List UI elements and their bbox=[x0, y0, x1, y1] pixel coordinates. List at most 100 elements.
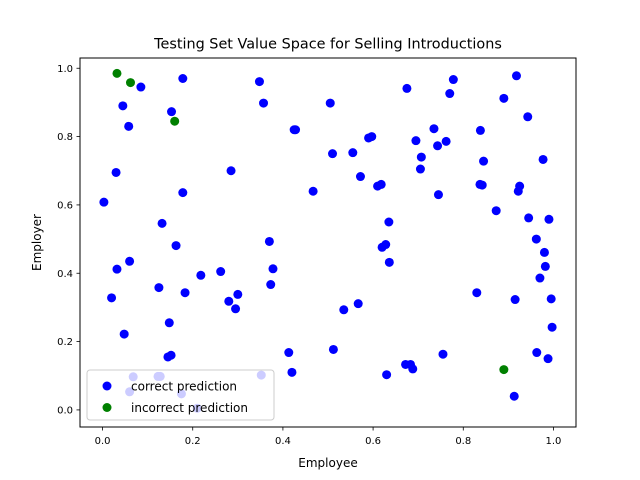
data-point-0-38 bbox=[287, 367, 297, 377]
data-point-0-79 bbox=[509, 391, 519, 401]
data-point-0-33 bbox=[259, 98, 269, 108]
data-point-0-55 bbox=[382, 370, 392, 380]
x-tick-label: 1.0 bbox=[546, 436, 562, 447]
data-point-0-27 bbox=[224, 296, 234, 306]
data-point-0-86 bbox=[531, 234, 541, 244]
data-point-0-92 bbox=[543, 354, 553, 364]
data-point-0-57 bbox=[384, 257, 394, 267]
data-point-0-48 bbox=[355, 172, 365, 182]
data-point-0-69 bbox=[441, 136, 451, 146]
legend-label-incorrect: incorrect prediction bbox=[131, 401, 248, 415]
legend-marker-correct bbox=[102, 381, 112, 391]
data-point-0-59 bbox=[402, 83, 412, 93]
legend: correct prediction incorrect prediction bbox=[86, 369, 275, 421]
data-point-0-94 bbox=[546, 294, 556, 304]
data-point-0-4 bbox=[118, 101, 128, 111]
data-point-0-16 bbox=[164, 318, 174, 328]
data-point-0-45 bbox=[339, 305, 349, 315]
chart-title: Testing Set Value Space for Selling Intr… bbox=[153, 37, 502, 53]
x-tick-label: 0.2 bbox=[185, 436, 201, 447]
data-point-0-63 bbox=[415, 164, 425, 174]
x-axis-label: Employee bbox=[298, 456, 357, 470]
data-point-0-47 bbox=[353, 299, 363, 309]
legend-box bbox=[86, 369, 275, 421]
data-point-0-19 bbox=[171, 241, 181, 251]
data-point-0-81 bbox=[511, 71, 521, 81]
x-tick-label: 0.8 bbox=[455, 436, 471, 447]
data-point-0-28 bbox=[226, 166, 236, 176]
data-point-0-56 bbox=[384, 217, 394, 227]
y-tick-label: 1.0 bbox=[57, 64, 73, 75]
data-point-0-6 bbox=[124, 121, 134, 131]
data-point-0-64 bbox=[416, 152, 426, 162]
x-tick-label: 0.0 bbox=[95, 436, 111, 447]
data-point-0-18 bbox=[167, 107, 177, 117]
data-point-0-78 bbox=[499, 93, 509, 103]
data-point-0-95 bbox=[547, 322, 557, 332]
data-point-0-10 bbox=[136, 82, 146, 92]
legend-marker-incorrect bbox=[102, 403, 112, 412]
data-point-0-35 bbox=[266, 280, 276, 290]
data-point-0-43 bbox=[328, 149, 338, 159]
data-point-1-0 bbox=[112, 68, 122, 78]
data-point-0-50 bbox=[367, 132, 377, 142]
data-point-0-14 bbox=[157, 218, 167, 228]
data-point-0-68 bbox=[438, 349, 448, 359]
data-point-0-62 bbox=[411, 136, 421, 146]
y-tick-label: 0.8 bbox=[57, 132, 73, 143]
y-tick-label: 0.0 bbox=[57, 405, 73, 416]
data-point-0-70 bbox=[445, 89, 455, 99]
x-tick-label: 0.6 bbox=[365, 436, 381, 447]
data-point-0-91 bbox=[540, 261, 550, 271]
data-point-1-3 bbox=[499, 365, 509, 375]
data-point-0-61 bbox=[408, 364, 418, 374]
data-point-0-87 bbox=[532, 348, 542, 358]
data-point-0-80 bbox=[510, 295, 520, 305]
data-point-0-40 bbox=[291, 125, 301, 135]
data-point-0-7 bbox=[125, 256, 135, 266]
data-point-0-31 bbox=[254, 77, 264, 87]
data-point-0-72 bbox=[472, 288, 482, 298]
data-point-0-17 bbox=[166, 350, 176, 360]
data-point-0-88 bbox=[535, 273, 545, 283]
data-point-0-85 bbox=[524, 213, 534, 223]
legend-label-correct: correct prediction bbox=[131, 380, 237, 394]
x-axis: 0.0 0.2 0.4 0.6 0.8 1.0 bbox=[95, 427, 562, 447]
data-point-1-1 bbox=[126, 78, 135, 88]
data-point-0-75 bbox=[477, 180, 487, 190]
data-point-0-5 bbox=[119, 329, 129, 339]
y-axis: 0.0 0.2 0.4 0.6 0.8 1.0 bbox=[57, 64, 80, 416]
data-point-0-23 bbox=[180, 288, 190, 298]
data-point-0-89 bbox=[538, 154, 548, 164]
data-point-0-25 bbox=[196, 270, 206, 280]
data-point-0-54 bbox=[381, 240, 391, 250]
data-point-0-26 bbox=[216, 267, 226, 277]
data-point-0-29 bbox=[231, 304, 241, 314]
data-point-0-52 bbox=[376, 179, 386, 189]
series-1 bbox=[112, 68, 509, 375]
data-point-0-2 bbox=[111, 167, 121, 177]
data-point-0-90 bbox=[539, 247, 549, 257]
data-point-0-77 bbox=[491, 206, 501, 216]
data-point-0-37 bbox=[284, 348, 294, 358]
data-point-0-36 bbox=[268, 264, 278, 274]
data-point-0-83 bbox=[515, 181, 525, 191]
data-point-0-67 bbox=[433, 190, 443, 200]
data-point-0-13 bbox=[154, 283, 164, 293]
data-point-0-93 bbox=[544, 214, 554, 224]
data-point-0-76 bbox=[479, 156, 489, 166]
data-point-0-65 bbox=[429, 124, 439, 134]
y-tick-label: 0.4 bbox=[57, 269, 73, 280]
data-point-0-34 bbox=[264, 236, 274, 246]
x-tick-label: 0.4 bbox=[275, 436, 291, 447]
data-point-0-0 bbox=[99, 197, 109, 207]
data-point-1-2 bbox=[170, 116, 180, 126]
data-point-0-44 bbox=[328, 344, 338, 354]
axes-frame bbox=[79, 57, 577, 428]
data-point-0-1 bbox=[107, 293, 117, 303]
data-point-0-3 bbox=[112, 264, 122, 274]
y-tick-label: 0.6 bbox=[57, 200, 73, 211]
data-point-0-21 bbox=[178, 74, 188, 83]
data-point-0-46 bbox=[348, 148, 358, 158]
